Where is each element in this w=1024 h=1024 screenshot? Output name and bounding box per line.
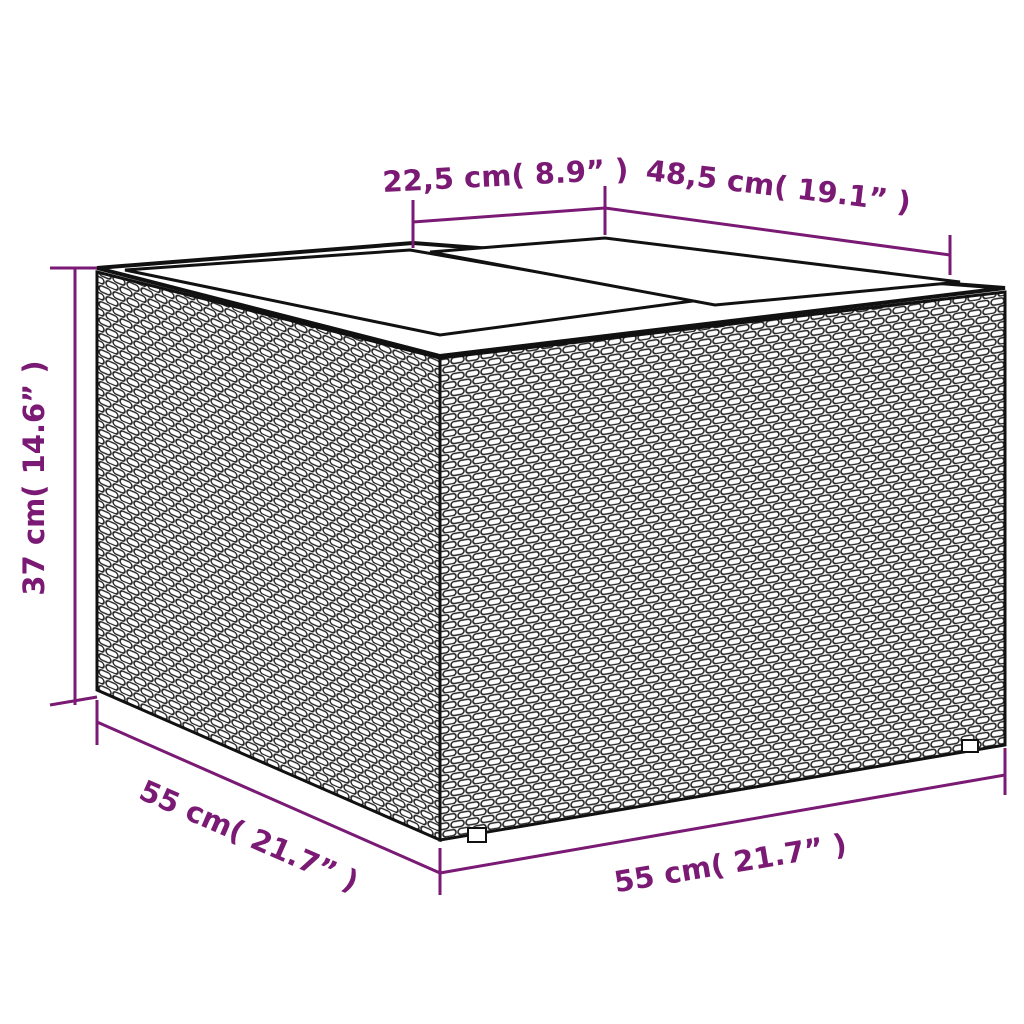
- top-depth-label: 48,5 cm( 19.1” ): [644, 153, 913, 219]
- front-face: [438, 290, 1007, 842]
- top-panel-width-label: 22,5 cm( 8.9” ): [382, 152, 630, 199]
- foot-front: [467, 827, 487, 843]
- height-label: 37 cm( 14.6” ): [17, 360, 51, 595]
- wicker-box: [95, 236, 1007, 843]
- dimension-lines: [49, 186, 1007, 895]
- left-face: [95, 270, 442, 843]
- foot-right: [961, 739, 979, 753]
- glass-top-right: [429, 236, 961, 307]
